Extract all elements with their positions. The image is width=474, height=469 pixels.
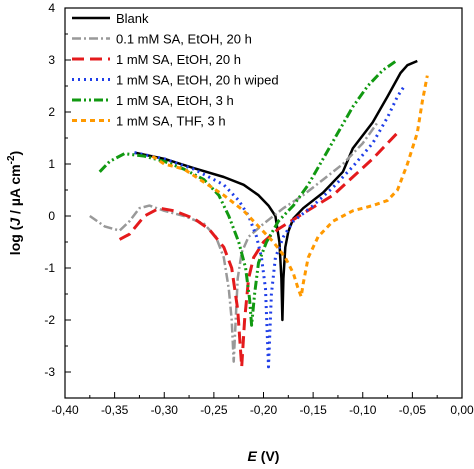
series-line-1 xyxy=(134,59,418,322)
y-tick-label: -1 xyxy=(44,261,55,275)
x-tick-label: -0,15 xyxy=(299,403,327,417)
legend-label-6: 1 mM SA, THF, 3 h xyxy=(116,114,226,129)
legend-label-2: 0.1 mM SA, EtOH, 20 h xyxy=(116,32,252,47)
axis-ticks xyxy=(64,7,463,399)
x-axis-title: E (V) xyxy=(248,448,280,464)
x-tick-label: 0,00 xyxy=(450,403,474,417)
legend-label-4: 1 mM SA, EtOH, 20 h wiped xyxy=(116,73,279,88)
legend-label-3: 1 mM SA, EtOH, 20 h xyxy=(116,52,241,67)
legend: Blank 0.1 mM SA, EtOH, 20 h 1 mM SA, EtOH,… xyxy=(72,11,279,129)
y-tick-label: -2 xyxy=(44,313,55,327)
plot-content xyxy=(89,58,429,369)
x-tick-label: -0,40 xyxy=(51,403,79,417)
series-line-6 xyxy=(151,75,429,299)
y-tick-label: 4 xyxy=(48,1,55,15)
series-line-5 xyxy=(98,58,399,327)
y-tick-label: 3 xyxy=(48,53,55,67)
y-axis-unit: / µA cm xyxy=(7,164,23,217)
series-line-4 xyxy=(134,85,406,369)
x-tick-label: -0,05 xyxy=(399,403,427,417)
x-tick-label: -0,10 xyxy=(349,403,377,417)
y-axis-symbol: J xyxy=(7,217,23,226)
x-tick-label: -0,25 xyxy=(200,403,228,417)
x-axis-unit: (V) xyxy=(257,448,280,464)
y-tick-label: -3 xyxy=(44,365,55,379)
y-tick-label: 2 xyxy=(48,105,55,119)
tick-labels: -0,40 -0,35 -0,30 -0,25 -0,20 -0,15 -0,10 -0,05… xyxy=(44,1,474,417)
x-axis-symbol: E xyxy=(248,448,258,464)
x-tick-label: -0,35 xyxy=(101,403,129,417)
legend-label-1: Blank xyxy=(116,11,149,26)
y-tick-label: 1 xyxy=(48,157,55,171)
x-tick-label: -0,30 xyxy=(151,403,179,417)
series-line-2 xyxy=(89,121,379,363)
series-line-3 xyxy=(118,131,399,369)
y-axis-prefix: log ( xyxy=(7,225,23,255)
y-tick-label: 0 xyxy=(48,209,55,223)
y-axis-superscript: -2 xyxy=(6,155,17,164)
y-axis-title: log (J / µA cm-2) xyxy=(6,151,23,255)
y-axis-suffix: ) xyxy=(7,151,23,156)
legend-label-5: 1 mM SA, EtOH, 3 h xyxy=(116,93,234,108)
x-tick-label: -0,20 xyxy=(250,403,278,417)
